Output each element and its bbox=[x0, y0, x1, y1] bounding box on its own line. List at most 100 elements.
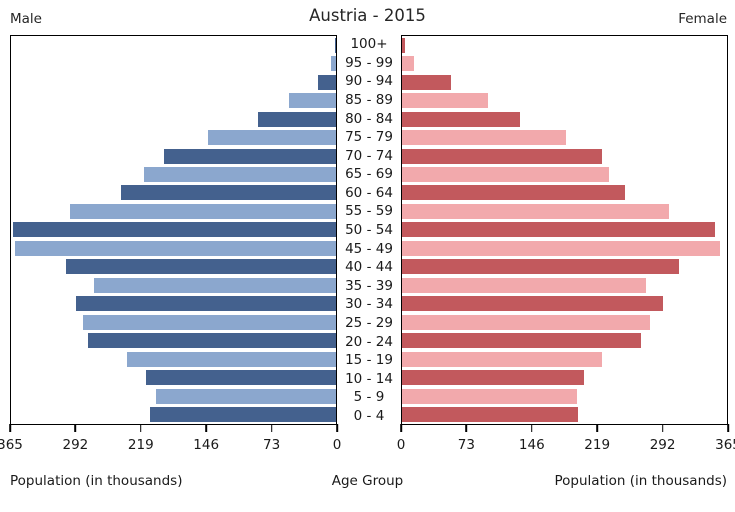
male-bar-row bbox=[11, 221, 336, 239]
female-bar-row bbox=[402, 54, 727, 72]
age-group-label: 95 - 99 bbox=[345, 54, 393, 71]
female-bar-row bbox=[402, 258, 727, 276]
age-group-label: 70 - 74 bbox=[345, 147, 393, 164]
male-bar bbox=[156, 388, 336, 404]
center-axis-caption: Age Group bbox=[331, 473, 404, 489]
female-bar bbox=[402, 222, 715, 238]
female-bar-row bbox=[402, 313, 727, 331]
female-bar-row bbox=[402, 387, 727, 405]
male-bar bbox=[257, 111, 336, 127]
axis-tick-mark bbox=[465, 424, 468, 432]
axis-tick-label: 292 bbox=[649, 437, 676, 453]
right-axis-tick-labels: 0 73 146 219 292 365 bbox=[397, 437, 735, 455]
male-bar-row bbox=[11, 276, 336, 294]
female-bar-row bbox=[402, 36, 727, 54]
female-bar-row bbox=[402, 91, 727, 109]
male-bar-row bbox=[11, 184, 336, 202]
male-header-label: Male bbox=[10, 11, 42, 27]
male-bar-row bbox=[11, 36, 336, 54]
female-bar-row bbox=[402, 368, 727, 386]
female-bar bbox=[402, 407, 579, 423]
female-header-label: Female bbox=[678, 11, 727, 27]
female-bar bbox=[402, 111, 521, 127]
female-bar-row bbox=[402, 276, 727, 294]
axis-tick-label: 219 bbox=[127, 437, 154, 453]
male-bar-row bbox=[11, 147, 336, 165]
male-bar-row bbox=[11, 368, 336, 386]
age-group-label: 45 - 49 bbox=[345, 240, 393, 257]
female-bar-row bbox=[402, 239, 727, 257]
male-bar-row bbox=[11, 405, 336, 423]
axis-tick-mark bbox=[727, 424, 729, 432]
female-bar-row bbox=[402, 295, 727, 313]
male-bar bbox=[14, 240, 336, 256]
male-bar-row bbox=[11, 350, 336, 368]
axis-tick-mark bbox=[270, 424, 273, 432]
female-bar-row bbox=[402, 184, 727, 202]
axis-tick-label: 365 bbox=[715, 437, 735, 453]
female-bar-row bbox=[402, 221, 727, 239]
female-bar bbox=[402, 240, 720, 256]
female-bar-row bbox=[402, 165, 727, 183]
female-bar bbox=[402, 333, 641, 349]
male-bar-row bbox=[11, 313, 336, 331]
male-bar bbox=[143, 167, 336, 183]
age-group-label: 10 - 14 bbox=[345, 370, 393, 387]
male-bar bbox=[164, 148, 336, 164]
female-bar-row bbox=[402, 73, 727, 91]
age-group-label: 40 - 44 bbox=[345, 259, 393, 276]
right-axis-caption: Population (in thousands) bbox=[554, 473, 727, 489]
axis-tick-label: 73 bbox=[457, 437, 475, 453]
male-bar bbox=[288, 93, 336, 109]
male-bar bbox=[12, 222, 336, 238]
age-group-label: 60 - 64 bbox=[345, 184, 393, 201]
axis-tick-mark bbox=[336, 424, 338, 432]
female-bar-row bbox=[402, 405, 727, 423]
female-bar-row bbox=[402, 350, 727, 368]
age-group-label: 5 - 9 bbox=[353, 389, 385, 406]
female-bar bbox=[402, 74, 451, 90]
axis-tick-mark bbox=[596, 424, 598, 432]
female-bar bbox=[402, 277, 646, 293]
axis-tick-mark bbox=[400, 424, 402, 432]
axis-tick-label: 0 bbox=[332, 437, 342, 453]
male-bar-row bbox=[11, 202, 336, 220]
male-bar-rows bbox=[11, 36, 336, 424]
male-bar bbox=[146, 370, 336, 386]
age-group-label: 30 - 34 bbox=[345, 296, 393, 313]
axis-tick-label: 0 bbox=[396, 437, 406, 453]
male-bar-row bbox=[11, 54, 336, 72]
left-axis-caption: Population (in thousands) bbox=[10, 473, 183, 489]
axis-tick-label: 146 bbox=[193, 437, 220, 453]
female-bar bbox=[402, 388, 577, 404]
female-bar bbox=[402, 351, 603, 367]
female-bar bbox=[402, 56, 415, 72]
male-bar bbox=[126, 351, 336, 367]
axis-tick-mark bbox=[74, 424, 77, 432]
axis-tick-mark bbox=[140, 424, 142, 432]
female-bar-row bbox=[402, 110, 727, 128]
age-group-label: 80 - 84 bbox=[345, 110, 393, 127]
male-bar bbox=[335, 37, 336, 53]
female-bar bbox=[402, 296, 663, 312]
male-bar-row bbox=[11, 239, 336, 257]
left-axis-tick-labels: 365 292 219 146 73 0 bbox=[0, 437, 341, 455]
male-bars-panel bbox=[10, 35, 337, 425]
age-group-label: 20 - 24 bbox=[345, 333, 393, 350]
male-bar bbox=[121, 185, 336, 201]
female-bar-row bbox=[402, 332, 727, 350]
female-bar-row bbox=[402, 128, 727, 146]
female-bars-panel bbox=[401, 35, 728, 425]
female-bar bbox=[402, 185, 626, 201]
male-bar-row bbox=[11, 387, 336, 405]
age-group-label: 15 - 19 bbox=[345, 352, 393, 369]
male-bar-row bbox=[11, 332, 336, 350]
female-bar-row bbox=[402, 147, 727, 165]
female-bar bbox=[402, 148, 603, 164]
male-bar-row bbox=[11, 258, 336, 276]
axis-tick-mark bbox=[205, 424, 207, 432]
axis-tick-mark bbox=[9, 424, 11, 432]
male-bar-row bbox=[11, 165, 336, 183]
male-bar bbox=[83, 314, 336, 330]
